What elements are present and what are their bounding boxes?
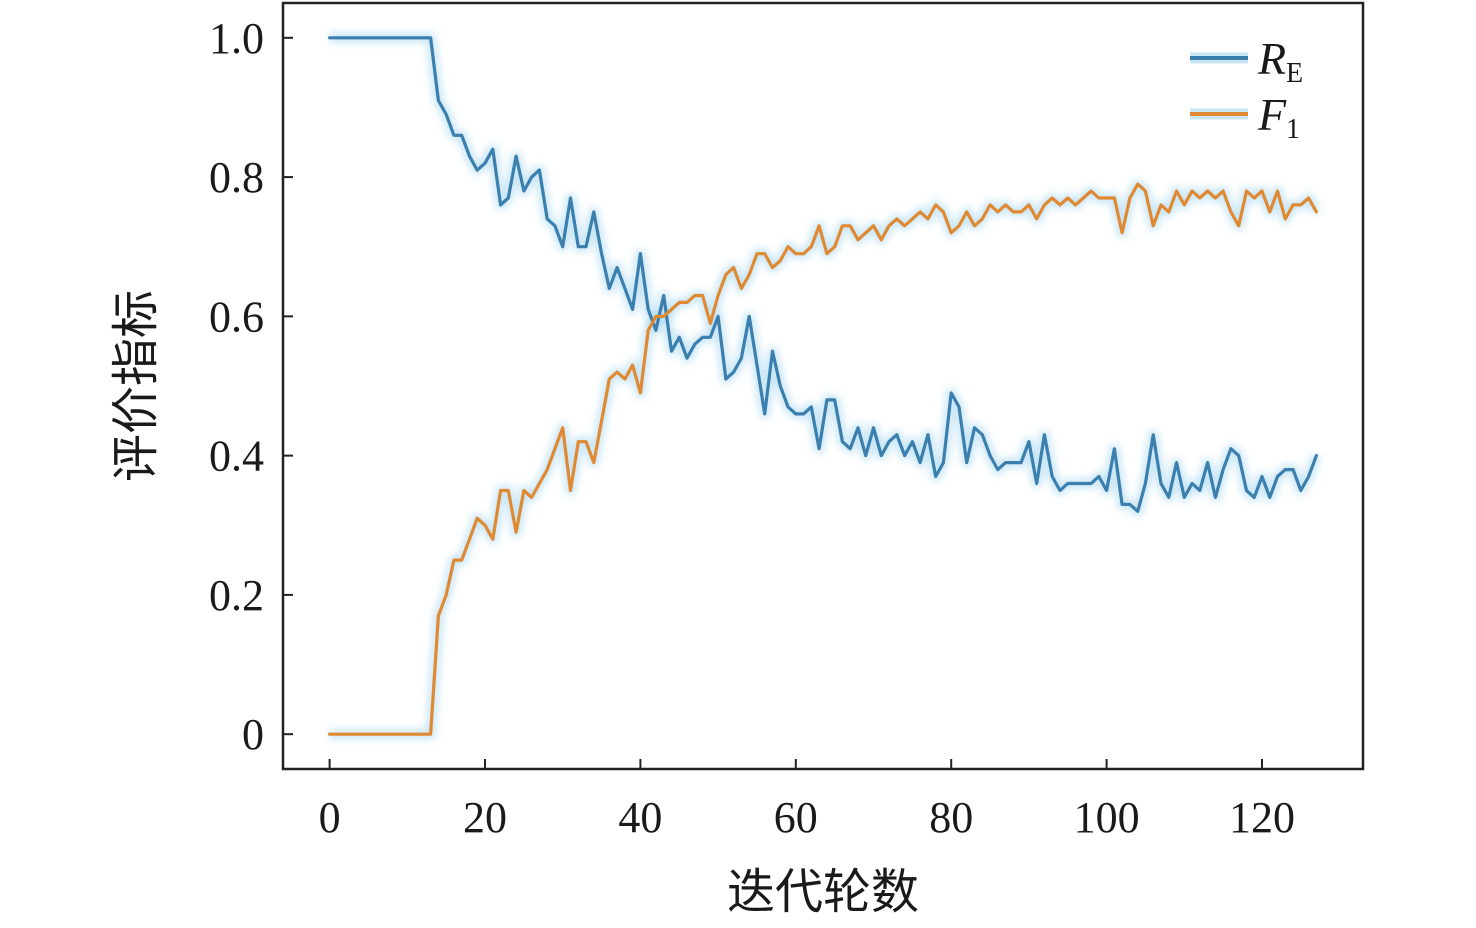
series-line-F1 <box>328 182 1319 736</box>
y-tick-label: 1.0 <box>209 14 264 63</box>
x-tick-label: 20 <box>463 793 507 842</box>
x-tick-label: 60 <box>774 793 818 842</box>
x-tick-label: 40 <box>618 793 662 842</box>
series-glow-layer <box>329 32 1322 740</box>
x-tick-label: 80 <box>929 793 973 842</box>
y-axis-label: 评价指标 <box>110 290 163 482</box>
legend-label-subscript: 1 <box>1286 114 1300 145</box>
series-layer <box>328 36 1319 736</box>
x-axis-label: 迭代轮数 <box>727 866 919 919</box>
y-tick-label: 0 <box>242 710 264 759</box>
x-axis: 0 20 40 60 80 100 120 <box>319 759 1295 842</box>
legend-label: F <box>1257 89 1287 140</box>
y-tick-label: 0.8 <box>209 153 264 202</box>
series-halo-1 <box>329 179 1321 740</box>
series-line-RE <box>328 36 1319 513</box>
legend: R EF 1 <box>1190 33 1303 145</box>
x-tick-label: 0 <box>319 793 341 842</box>
series-halo-0 <box>329 32 1322 517</box>
y-tick-label: 0.6 <box>209 292 264 341</box>
legend-label-subscript: E <box>1286 58 1303 89</box>
plot-frame <box>281 1 1365 771</box>
x-tick-label: 120 <box>1229 793 1295 842</box>
y-axis: 0 0.2 0.4 0.6 0.8 1.0 <box>209 14 293 759</box>
x-tick-label: 100 <box>1074 793 1140 842</box>
y-tick-label: 0.2 <box>209 571 264 620</box>
y-tick-label: 0.4 <box>209 432 264 481</box>
legend-label: R <box>1257 33 1286 84</box>
